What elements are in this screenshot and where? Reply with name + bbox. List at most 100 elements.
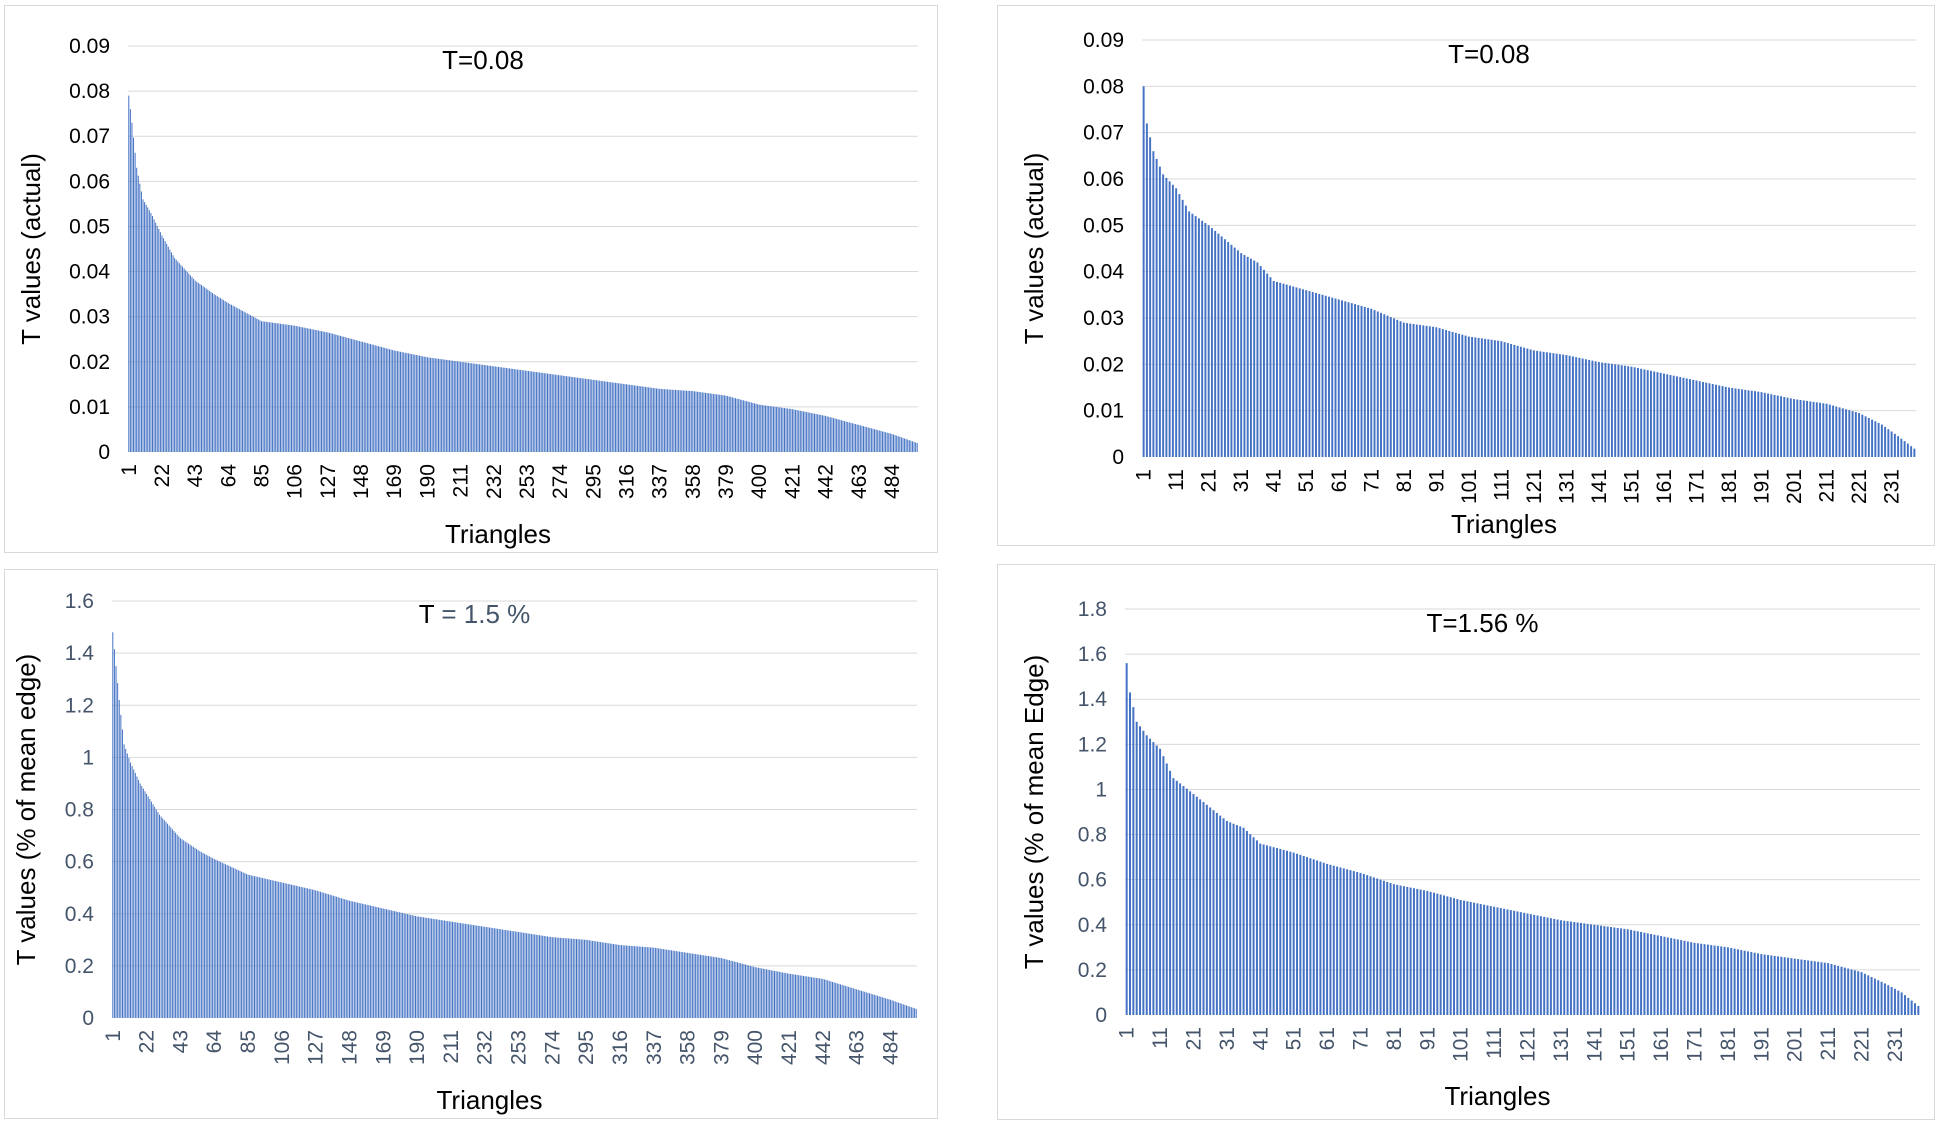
bar (144, 202, 146, 452)
bar (745, 964, 747, 1018)
bar (490, 927, 492, 1018)
bar (894, 435, 896, 452)
bar (709, 393, 711, 452)
bar (163, 238, 165, 452)
bar (232, 305, 234, 452)
bar (218, 861, 220, 1018)
bar (1225, 821, 1228, 1015)
bar (491, 366, 493, 452)
x-tick-label: 211 (1816, 469, 1839, 502)
bar (862, 426, 864, 452)
x-tick-label: 101 (1458, 469, 1481, 504)
bar (1195, 796, 1198, 1015)
bar (601, 942, 603, 1018)
bar (152, 804, 154, 1018)
bar (1288, 285, 1291, 457)
bar (1713, 945, 1716, 1015)
bar (489, 927, 491, 1018)
bar (1591, 360, 1594, 457)
bar (588, 940, 590, 1018)
bar (1523, 912, 1526, 1015)
bar (453, 360, 455, 452)
bar (147, 796, 149, 1018)
bar (630, 384, 632, 452)
bar (1715, 384, 1717, 457)
bar (593, 941, 595, 1018)
bar (1529, 349, 1532, 457)
bar (516, 931, 518, 1018)
bar (303, 327, 305, 452)
bar (1316, 860, 1319, 1015)
x-tick-label: 71 (1350, 1027, 1373, 1050)
bar (1389, 883, 1392, 1015)
bar (1308, 291, 1311, 457)
bar (523, 370, 525, 452)
bar (357, 340, 359, 452)
bar (1523, 347, 1526, 457)
y-tick-label: 1.4 (65, 642, 95, 665)
bar (177, 261, 179, 452)
bar (839, 419, 841, 452)
bar (1369, 876, 1372, 1015)
bar (1815, 402, 1818, 457)
bar (736, 398, 738, 452)
bar (173, 830, 175, 1018)
bar (1426, 890, 1429, 1015)
bar (1402, 886, 1405, 1015)
bar (1756, 953, 1759, 1015)
bar (369, 905, 371, 1018)
bar (1623, 365, 1626, 457)
bar (836, 983, 838, 1018)
bar (753, 966, 755, 1018)
bar (597, 380, 599, 452)
bar (643, 946, 645, 1018)
bar (1695, 380, 1698, 457)
bar (370, 344, 372, 452)
bar (724, 958, 726, 1018)
bar (791, 974, 793, 1018)
bar (847, 421, 849, 452)
bar (1513, 910, 1516, 1015)
bar (1178, 194, 1181, 457)
bar (603, 381, 605, 452)
bar (679, 390, 681, 452)
bar (1589, 924, 1592, 1015)
bar (749, 402, 751, 452)
bar (1346, 869, 1349, 1015)
bar (1220, 236, 1223, 457)
bar (714, 394, 716, 452)
bar (1802, 400, 1805, 457)
bar (1490, 339, 1493, 457)
bar (1536, 350, 1539, 457)
bar (1890, 987, 1893, 1015)
bar (1459, 899, 1462, 1015)
bar (603, 942, 605, 1018)
x-tick-label: 232 (483, 464, 506, 499)
bar (703, 392, 705, 452)
bar (1215, 812, 1218, 1015)
bar (1165, 763, 1168, 1015)
bar (611, 382, 613, 452)
bar (853, 423, 855, 452)
bar (186, 842, 188, 1018)
bar (777, 407, 779, 452)
bar (1406, 323, 1409, 457)
bar (682, 390, 684, 452)
bar (1236, 250, 1239, 457)
bar (856, 989, 858, 1018)
bar (859, 425, 861, 452)
bar (393, 350, 395, 452)
bar (848, 422, 850, 452)
bar (688, 953, 690, 1018)
bar (176, 834, 178, 1018)
bar (616, 383, 618, 452)
bar (229, 303, 231, 452)
bar (247, 874, 249, 1018)
x-tick-label: 43 (184, 464, 207, 487)
bar (1376, 878, 1379, 1015)
bar (733, 961, 735, 1018)
bar (335, 334, 337, 452)
bar (1344, 301, 1347, 457)
y-tick-label: 1.8 (1078, 598, 1107, 621)
bar (1412, 324, 1415, 457)
